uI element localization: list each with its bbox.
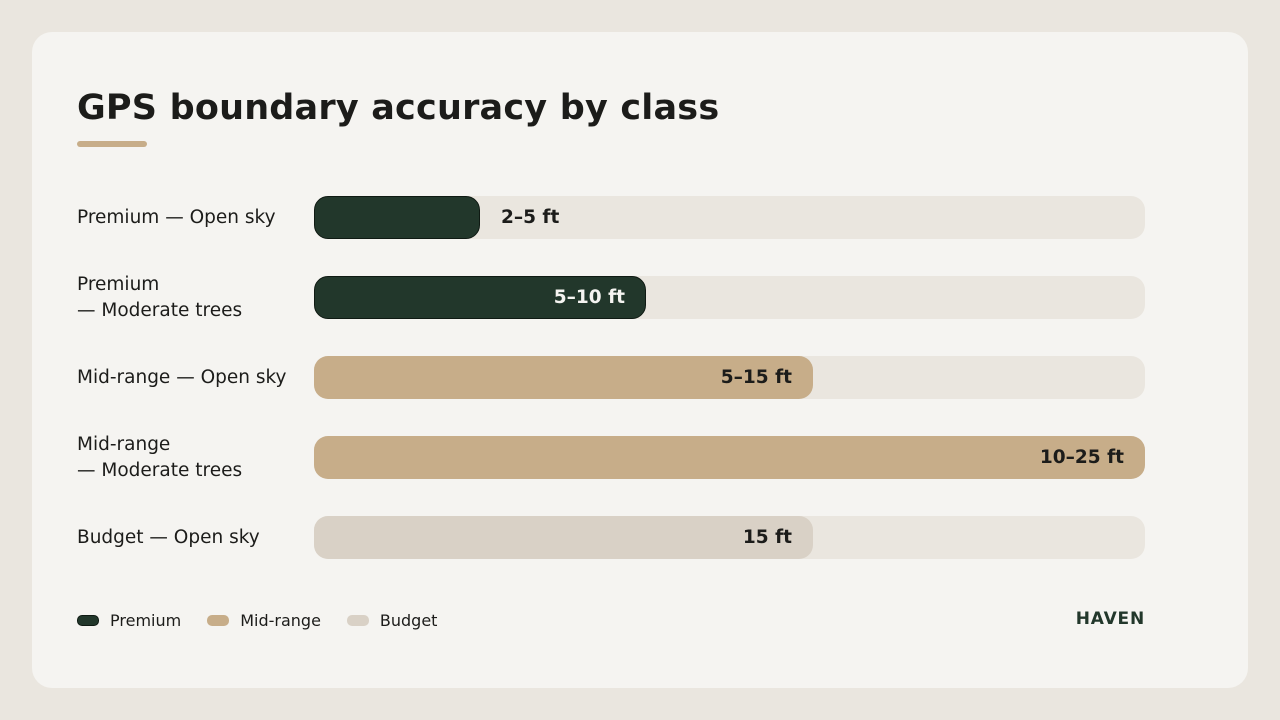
bar-budget-open-sky (314, 516, 813, 559)
bar-row-budget-open-sky: Budget — Open sky 15 ft (32, 516, 1248, 560)
chart-card: GPS boundary accuracy by class Premium —… (32, 32, 1248, 688)
bar-track: 5–10 ft (314, 276, 1145, 319)
category-label: Premium — Moderate trees (77, 274, 243, 321)
category-label: Budget — Open sky (77, 527, 260, 548)
legend-swatch (77, 614, 99, 626)
legend-label: Premium (110, 610, 182, 630)
title-accent-rule (77, 141, 147, 147)
bar-track: 15 ft (314, 516, 1145, 559)
bar-chart: Premium — Open sky 2–5 ft Premium — Moderat… (32, 32, 1248, 688)
legend-swatch (207, 614, 230, 626)
bar-row-mid-range-moderate-trees: Mid-range — Moderate trees 10–25 ft (32, 434, 1248, 481)
bar-track: 5–15 ft (314, 356, 1145, 399)
bar-premium-open-sky (314, 196, 480, 239)
bar-row-premium-open-sky: Premium — Open sky 2–5 ft (32, 196, 1248, 240)
value-label: 5–15 ft (720, 367, 792, 388)
legend-label: Budget (379, 610, 438, 630)
bar-track: 2–5 ft (314, 196, 1145, 239)
legend-item-mid-range: Mid-range (207, 611, 321, 630)
bar-mid-range-moderate-trees (314, 436, 1145, 479)
legend-label: Mid-range (240, 610, 321, 630)
chart-legend: Premium Mid-range Budget (77, 610, 463, 630)
value-label: 10–25 ft (1039, 447, 1124, 468)
category-label: Mid-range — Moderate trees (77, 434, 243, 481)
value-label: 5–10 ft (553, 287, 625, 308)
bar-premium-moderate-trees (314, 276, 646, 319)
value-label: 15 ft (742, 527, 792, 548)
legend-item-budget: Budget (346, 610, 438, 630)
legend-swatch (346, 614, 369, 626)
bar-mid-range-open-sky (314, 356, 813, 399)
category-label: Mid-range — Open sky (77, 367, 287, 388)
bar-row-mid-range-open-sky: Mid-range — Open sky 5–15 ft (32, 356, 1248, 400)
bar-row-premium-moderate-trees: Premium — Moderate trees 5–10 ft (32, 274, 1248, 321)
value-label: 2–5 ft (501, 207, 560, 228)
legend-item-premium: Premium (77, 611, 181, 630)
bar-track: 10–25 ft (314, 436, 1145, 479)
chart-title: GPS boundary accuracy by class (77, 88, 720, 128)
brand-wordmark: HAVEN (1075, 609, 1145, 629)
category-label: Premium — Open sky (77, 207, 276, 228)
